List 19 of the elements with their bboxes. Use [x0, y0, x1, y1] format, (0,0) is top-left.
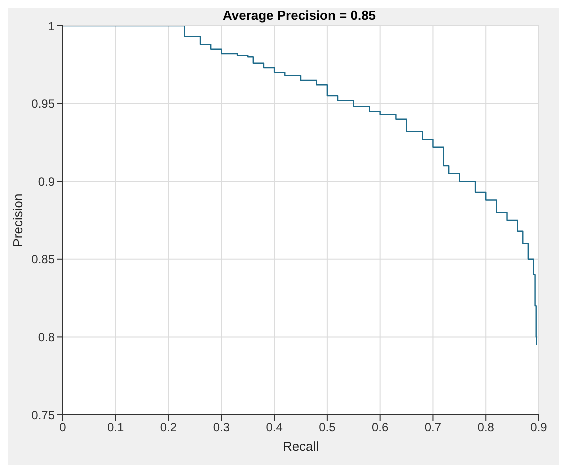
y-tick-label: 0.95: [32, 97, 56, 112]
x-tick-label: 0.7: [424, 420, 442, 435]
x-tick-label: 0: [60, 420, 67, 435]
y-tick-label: 0.75: [32, 408, 56, 422]
x-tick-label: 0.3: [213, 420, 230, 435]
y-tick-label: 1: [48, 19, 56, 34]
y-axis-title: Precision: [10, 194, 26, 248]
x-tick-label: 0.9: [530, 420, 548, 435]
x-tick-label: 0.2: [160, 420, 178, 435]
x-tick-label: 0.4: [266, 420, 284, 435]
x-tick-label: 0.6: [372, 420, 389, 435]
y-tick-label: 0.8: [38, 330, 56, 344]
x-axis-title: Recall: [282, 439, 320, 454]
x-tick-label: 0.8: [478, 420, 495, 435]
y-tick-label: 0.85: [32, 252, 56, 267]
x-tick-label: 0.1: [108, 420, 125, 435]
y-tick-label: 0.9: [38, 174, 56, 189]
chart-title: Average Precision = 0.85: [222, 8, 378, 23]
x-tick-label: 0.5: [319, 420, 336, 435]
